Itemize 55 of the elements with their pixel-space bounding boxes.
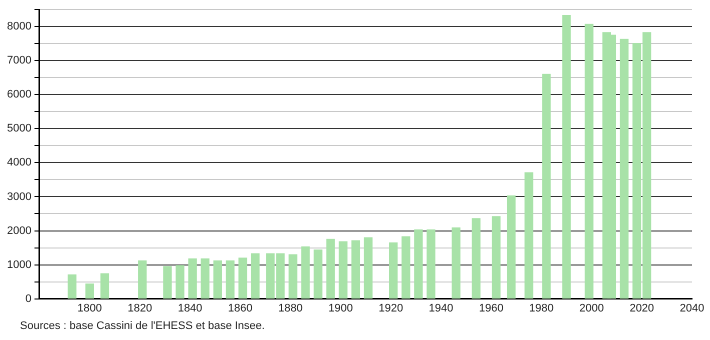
bar xyxy=(414,229,423,299)
y-tick-label: 6000 xyxy=(6,88,32,101)
bar xyxy=(338,241,348,299)
bar xyxy=(492,216,501,299)
bar xyxy=(452,227,460,299)
x-tick-label: 1940 xyxy=(428,302,454,314)
x-tick-label: 2000 xyxy=(579,302,604,314)
bar xyxy=(163,266,172,299)
bar xyxy=(176,265,184,299)
x-tick-label: 2020 xyxy=(630,302,654,314)
bar xyxy=(200,258,210,299)
bar xyxy=(288,254,298,299)
bar xyxy=(472,218,480,299)
bar xyxy=(138,260,147,299)
bar xyxy=(85,284,94,299)
y-tick-label: 1000 xyxy=(6,258,32,271)
bar xyxy=(250,253,260,299)
bar xyxy=(301,246,310,299)
bar xyxy=(314,249,322,299)
bar xyxy=(389,242,398,299)
bar xyxy=(226,260,235,299)
x-tick-label: 1980 xyxy=(529,302,554,314)
bar xyxy=(542,74,551,299)
bar xyxy=(584,24,594,299)
bar xyxy=(402,236,410,299)
bar xyxy=(426,229,436,299)
y-tick-label: 8000 xyxy=(6,20,32,33)
y-tick-label: 4000 xyxy=(6,156,32,169)
y-tick-label: 0 xyxy=(25,292,32,305)
bar xyxy=(524,172,534,299)
y-tick-label: 7000 xyxy=(6,54,32,67)
x-tick-label: 1820 xyxy=(128,302,152,314)
x-tick-label: 1860 xyxy=(228,302,252,314)
x-tick-label: 1920 xyxy=(378,302,404,314)
x-tick-label: 2040 xyxy=(680,302,704,314)
bar xyxy=(620,38,629,299)
y-tick-label: 5000 xyxy=(6,122,32,135)
y-tick-label: 2000 xyxy=(6,224,32,237)
x-tick-label: 1840 xyxy=(178,302,202,314)
bar xyxy=(188,258,197,299)
bar xyxy=(364,237,373,299)
x-tick-label: 1880 xyxy=(278,302,303,314)
bar xyxy=(213,260,222,299)
bar xyxy=(238,258,248,299)
bar xyxy=(562,15,571,299)
bar xyxy=(68,274,76,299)
x-tick-label: 1960 xyxy=(478,302,504,314)
x-tick-label: 1900 xyxy=(328,302,353,314)
bar xyxy=(100,273,110,299)
bar xyxy=(506,195,516,299)
source-note: Sources : base Cassini de l'EHESS et base Insee. xyxy=(20,320,265,332)
bar xyxy=(326,238,335,299)
x-tick-label: 1800 xyxy=(77,302,102,314)
y-tick-label: 3000 xyxy=(6,190,32,203)
bar xyxy=(351,240,360,299)
